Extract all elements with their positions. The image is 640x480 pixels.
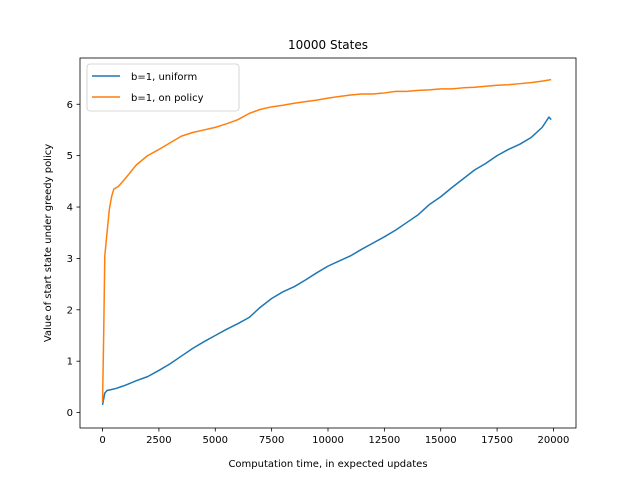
plot-area	[101, 78, 552, 406]
y-tick-label: 0	[67, 408, 73, 419]
x-tick-label: 2500	[146, 435, 171, 446]
y-tick-label: 1	[67, 357, 73, 368]
y-tick-label: 2	[67, 305, 73, 316]
x-tick-label: 7500	[259, 435, 284, 446]
x-tick-label: 20000	[538, 435, 570, 446]
chart-title: 10000 States	[288, 38, 368, 52]
legend: b=1, uniform b=1, on policy	[86, 63, 240, 112]
y-tick-label: 5	[67, 151, 73, 162]
series-line-1	[101, 78, 552, 403]
y-tick-label: 4	[67, 203, 73, 214]
x-tick-label: 5000	[203, 435, 228, 446]
legend-box	[86, 63, 240, 112]
x-tick-label: 15000	[425, 435, 457, 446]
x-axis: 0 2500 5000 7500 10000 12500 15000 17500 20000	[99, 428, 569, 446]
y-tick-label: 3	[67, 254, 73, 265]
y-tick-label: 6	[67, 100, 73, 111]
series-line-0	[101, 116, 552, 406]
x-tick-label: 10000	[312, 435, 344, 446]
y-axis: 0 1 2 3 4 5 6	[67, 100, 80, 419]
y-axis-title: Value of start state under greedy policy	[43, 144, 54, 342]
x-tick-label: 17500	[481, 435, 513, 446]
legend-label-uniform: b=1, uniform	[131, 72, 197, 83]
x-tick-label: 0	[99, 435, 105, 446]
legend-label-on-policy: b=1, on policy	[131, 93, 204, 104]
x-tick-label: 12500	[368, 435, 400, 446]
x-axis-title: Computation time, in expected updates	[228, 459, 427, 470]
